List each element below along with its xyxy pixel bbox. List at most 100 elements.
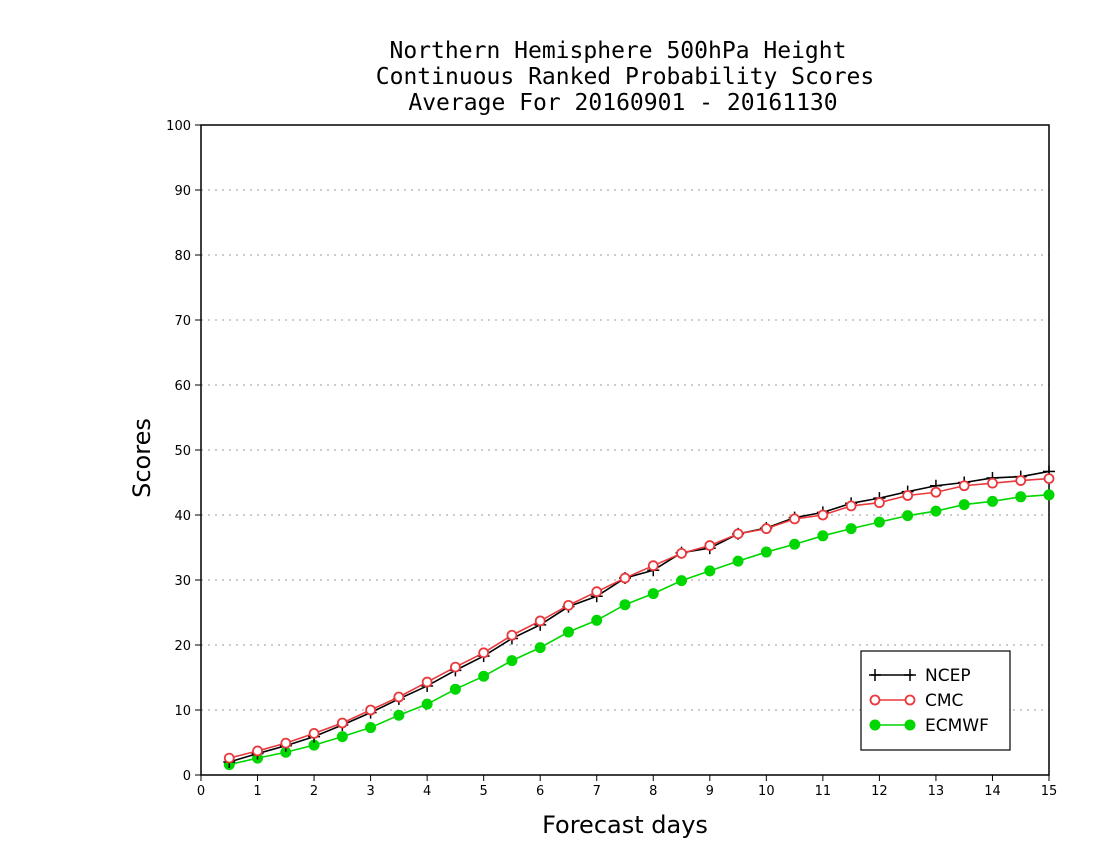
data-point-cmc — [1043, 473, 1055, 485]
data-point-ecmwf — [619, 599, 631, 611]
x-tick-label: 0 — [197, 784, 205, 799]
data-point-cmc — [987, 477, 998, 489]
y-tick-label: 10 — [174, 704, 191, 719]
legend-marker — [904, 669, 916, 681]
data-point-cmc — [421, 676, 433, 688]
y-tick-label: 90 — [174, 184, 191, 199]
data-point-ecmwf — [478, 670, 490, 682]
legend-item-cmc: CMC — [869, 691, 963, 711]
series-cmc — [223, 473, 1055, 764]
data-point-cmc — [902, 490, 914, 501]
data-point-cmc — [365, 704, 377, 716]
data-point-cmc — [732, 528, 744, 540]
legend-marker — [869, 719, 881, 731]
data-point-ecmwf — [760, 546, 772, 558]
data-point-cmc — [534, 615, 546, 627]
x-tick-label: 11 — [815, 784, 832, 799]
data-point-ecmwf — [986, 495, 998, 507]
data-point-ecmwf — [421, 698, 433, 710]
data-point-ecmwf — [534, 642, 546, 654]
data-point-cmc — [393, 691, 405, 703]
data-point-ecmwf — [732, 555, 744, 567]
legend-item-ncep: NCEP — [869, 666, 971, 686]
data-point-ecmwf — [1043, 489, 1055, 501]
x-tick-label: 4 — [423, 784, 431, 799]
series-line-ncep — [229, 470, 1050, 763]
data-point-cmc — [308, 728, 320, 739]
y-tick-label: 100 — [166, 119, 191, 134]
y-axis-label: Scores — [128, 418, 156, 498]
data-point-cmc — [874, 497, 885, 509]
title-line-3: Average For 20160901 - 20161130 — [408, 90, 837, 116]
title-line-1: Northern Hemisphere 500hPa Height — [390, 38, 847, 64]
x-tick-label: 8 — [649, 784, 657, 799]
data-point-ecmwf — [562, 626, 574, 638]
y-tick-label: 20 — [174, 639, 191, 654]
legend: NCEP CMC ECMWF — [860, 650, 1011, 751]
data-point-ecmwf — [336, 731, 348, 743]
gridlines — [201, 189, 1049, 711]
data-point-ecmwf — [958, 499, 970, 511]
data-point-cmc — [506, 629, 518, 641]
y-tick-label: 40 — [174, 509, 191, 524]
x-tick-label: 3 — [366, 784, 374, 799]
x-tick-label: 6 — [536, 784, 544, 799]
data-point-ecmwf — [393, 709, 405, 721]
data-point-ecmwf — [676, 575, 688, 587]
data-point-cmc — [336, 717, 348, 729]
data-point-cmc — [647, 560, 659, 572]
data-point-cmc — [789, 513, 800, 525]
x-tick-label: 10 — [758, 784, 775, 799]
y-tick-label: 80 — [174, 249, 191, 264]
data-point-ecmwf — [449, 683, 461, 695]
data-point-cmc — [223, 752, 235, 764]
data-point-ecmwf — [591, 614, 603, 626]
legend-marker — [904, 694, 916, 706]
data-point-ecmwf — [1015, 491, 1027, 503]
data-point-cmc — [252, 745, 263, 757]
title-line-2: Continuous Ranked Probability Scores — [376, 64, 875, 90]
data-point-ecmwf — [845, 523, 857, 535]
x-tick-label: 7 — [593, 784, 601, 799]
data-point-cmc — [817, 509, 829, 521]
x-tick-label: 9 — [706, 784, 714, 799]
data-point-cmc — [930, 486, 942, 498]
legend-label-ncep: NCEP — [925, 666, 971, 686]
y-tick-label: 60 — [174, 379, 191, 394]
data-point-cmc — [958, 480, 970, 492]
data-point-cmc — [760, 523, 772, 535]
y-tick-label: 30 — [174, 574, 191, 589]
x-axis: 0 1 2 3 4 5 6 7 8 9 10 11 12 13 14 15 — [197, 775, 1057, 799]
data-point-ecmwf — [789, 538, 801, 550]
y-tick-label: 50 — [174, 444, 191, 459]
series-ecmwf — [223, 489, 1055, 771]
legend-label-ecmwf: ECMWF — [925, 716, 989, 736]
y-axis: 0 10 20 30 40 50 60 70 80 90 100 — [166, 119, 201, 784]
x-tick-label: 2 — [310, 784, 318, 799]
data-point-ecmwf — [817, 530, 829, 542]
data-point-ecmwf — [930, 505, 942, 517]
x-axis-label: Forecast days — [542, 811, 708, 839]
x-tick-label: 12 — [871, 784, 888, 799]
chart-title: Northern Hemisphere 500hPa Height Contin… — [376, 38, 875, 116]
x-tick-label: 5 — [480, 784, 488, 799]
data-point-cmc — [563, 599, 574, 611]
legend-item-ecmwf: ECMWF — [869, 716, 989, 736]
data-point-cmc — [280, 737, 292, 749]
data-point-ecmwf — [506, 655, 518, 667]
data-point-cmc — [449, 661, 461, 673]
y-tick-label: 0 — [183, 769, 191, 784]
x-tick-label: 1 — [253, 784, 261, 799]
data-point-ecmwf — [902, 510, 914, 522]
data-point-cmc — [1015, 475, 1027, 486]
x-tick-label: 14 — [984, 784, 1001, 799]
series — [223, 465, 1055, 771]
data-point-cmc — [478, 647, 490, 659]
legend-marker — [869, 669, 881, 681]
x-tick-label: 15 — [1041, 784, 1058, 799]
data-point-cmc — [619, 572, 631, 584]
data-point-ecmwf — [365, 722, 377, 734]
legend-marker — [904, 719, 916, 731]
y-tick-label: 70 — [174, 314, 191, 329]
